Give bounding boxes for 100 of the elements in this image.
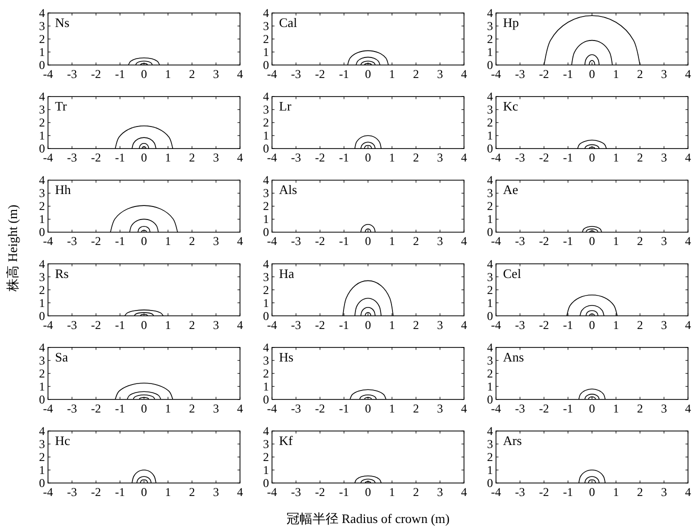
x-tick-label: 2 <box>189 318 195 332</box>
y-tick-label: 3 <box>263 19 269 33</box>
y-tick-label: 3 <box>39 270 45 284</box>
x-tick-label: -2 <box>315 67 325 81</box>
x-tick-label: -3 <box>67 150 77 165</box>
x-tick-label: -2 <box>91 401 101 416</box>
y-tick-label: 2 <box>39 366 45 380</box>
y-tick-label: 4 <box>39 340 45 354</box>
x-tick-label: -4 <box>267 234 277 248</box>
y-tick-label: 4 <box>39 256 45 271</box>
x-tick-label: 1 <box>389 234 395 248</box>
x-tick-label: -4 <box>43 150 53 165</box>
x-tick-label: 3 <box>437 318 443 332</box>
x-tick-label: 4 <box>461 150 467 165</box>
x-tick-label: 0 <box>365 318 371 332</box>
x-tick-label: -3 <box>67 485 77 499</box>
y-tick-label: 4 <box>263 90 269 104</box>
x-tick-label: 4 <box>461 485 467 499</box>
y-tick-label: 4 <box>39 90 45 104</box>
y-tick-label: 2 <box>487 116 493 130</box>
chart-title: Hp <box>503 15 519 30</box>
x-tick-label: 1 <box>165 67 171 81</box>
y-tick-label: 2 <box>39 199 45 214</box>
y-tick-label: 4 <box>263 424 269 438</box>
y-tick-label: 1 <box>263 45 269 59</box>
x-tick-label: -4 <box>491 485 501 499</box>
x-tick-label: 3 <box>661 67 667 81</box>
y-tick-label: 0 <box>39 225 45 240</box>
x-tick-label: -4 <box>267 318 277 332</box>
x-tick-label: -2 <box>91 67 101 81</box>
x-tick-label: -2 <box>539 67 549 81</box>
y-tick-label: 2 <box>487 366 493 380</box>
x-tick-label: 2 <box>637 318 643 332</box>
x-tick-label: -1 <box>339 234 349 248</box>
y-tick-label: 3 <box>487 19 493 33</box>
x-tick-label: -4 <box>491 318 501 332</box>
x-tick-label: 0 <box>365 67 371 81</box>
x-tick-label: -4 <box>267 401 277 416</box>
y-tick-label: 3 <box>487 270 493 284</box>
x-tick-label: 2 <box>637 485 643 499</box>
y-tick-label: 2 <box>263 199 269 214</box>
y-tick-label: 3 <box>39 102 45 117</box>
x-tick-label: 0 <box>141 401 147 416</box>
y-tick-label: 0 <box>39 392 45 406</box>
x-tick-label: 2 <box>413 150 419 165</box>
x-tick-label: 2 <box>637 67 643 81</box>
x-tick-label: -2 <box>539 234 549 248</box>
chart-title: Sa <box>55 349 68 364</box>
x-tick-label: 3 <box>213 67 219 81</box>
x-tick-label: 2 <box>413 318 419 332</box>
x-tick-label: -1 <box>563 401 573 416</box>
y-tick-label: 0 <box>263 58 269 72</box>
y-tick-label: 1 <box>39 212 45 226</box>
x-tick-label: 2 <box>637 401 643 416</box>
x-tick-label: 4 <box>237 318 243 332</box>
x-tick-label: -2 <box>91 485 101 499</box>
y-tick-label: 1 <box>39 45 45 59</box>
x-tick-label: -2 <box>91 150 101 165</box>
y-tick-label: 3 <box>263 186 269 200</box>
y-tick-label: 0 <box>263 392 269 406</box>
x-tick-label: 0 <box>365 234 371 248</box>
x-tick-label: 0 <box>141 485 147 499</box>
chart-title: Cel <box>503 266 522 281</box>
y-tick-label: 3 <box>263 437 269 451</box>
x-tick-label: -3 <box>515 234 525 248</box>
y-tick-label: 1 <box>487 296 493 310</box>
x-tick-label: -3 <box>291 234 301 248</box>
x-tick-label: 4 <box>461 318 467 332</box>
x-tick-label: -2 <box>91 234 101 248</box>
x-tick-label: 0 <box>365 150 371 165</box>
x-tick-label: 1 <box>389 318 395 332</box>
x-axis-title: 冠幅半径 Radius of crown (m) <box>286 511 450 526</box>
x-tick-label: 2 <box>189 485 195 499</box>
chart-title: Cal <box>279 15 298 30</box>
y-tick-label: 2 <box>263 32 269 46</box>
x-tick-label: 2 <box>413 234 419 248</box>
chart-title: Hc <box>55 433 70 448</box>
y-tick-label: 3 <box>39 19 45 33</box>
y-tick-label: 3 <box>487 102 493 117</box>
y-tick-label: 1 <box>487 212 493 226</box>
x-tick-label: -3 <box>515 150 525 165</box>
chart-title: Ans <box>503 349 524 364</box>
x-tick-label: 1 <box>165 401 171 416</box>
x-tick-label: -1 <box>339 67 349 81</box>
x-tick-label: 2 <box>189 67 195 81</box>
x-tick-label: 1 <box>613 150 619 165</box>
x-tick-label: -4 <box>267 150 277 165</box>
y-tick-label: 4 <box>487 173 493 188</box>
x-tick-label: -3 <box>291 318 301 332</box>
y-tick-label: 2 <box>487 199 493 214</box>
y-tick-label: 4 <box>39 424 45 438</box>
y-tick-label: 4 <box>487 256 493 271</box>
y-tick-label: 4 <box>263 173 269 188</box>
x-tick-label: 0 <box>589 401 595 416</box>
x-tick-label: 2 <box>413 67 419 81</box>
x-tick-label: -4 <box>43 67 53 81</box>
x-tick-label: 4 <box>237 67 243 81</box>
x-tick-label: -4 <box>267 485 277 499</box>
y-tick-label: 1 <box>263 379 269 394</box>
chart-title: Ars <box>503 433 522 448</box>
